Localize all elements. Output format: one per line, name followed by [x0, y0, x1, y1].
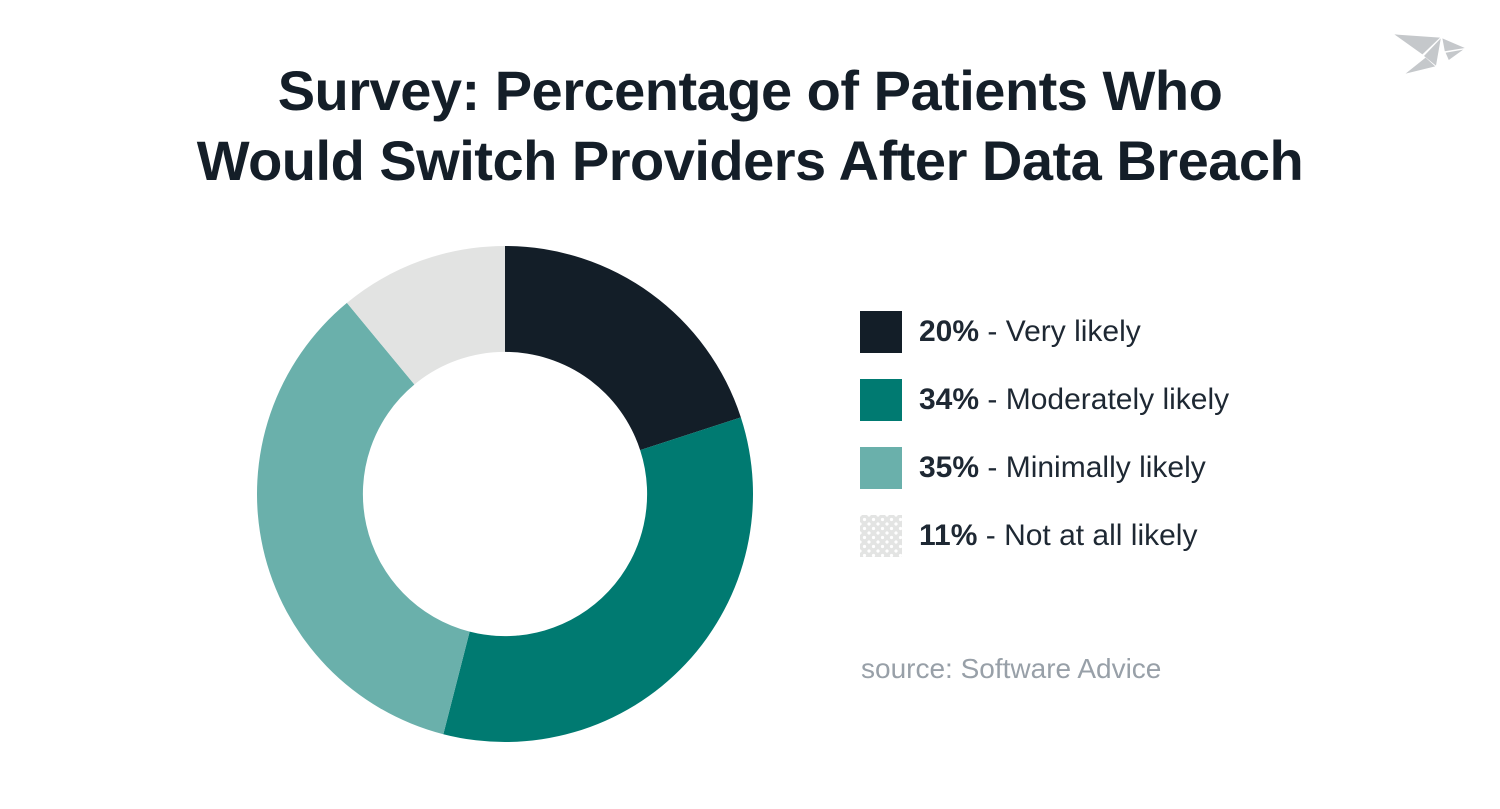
legend-separator: -	[979, 383, 1006, 416]
legend-item-moderately-likely: 34% - Moderately likely	[860, 379, 1229, 421]
legend-swatch-moderately-likely	[860, 379, 902, 421]
chart-title: Survey: Percentage of Patients Who Would…	[0, 56, 1500, 196]
origami-bird-logo	[1392, 24, 1472, 80]
legend-percent: 35%	[919, 451, 980, 484]
legend-swatch-very-likely	[860, 311, 902, 353]
legend-label: Very likely	[1005, 315, 1141, 348]
origami-bird-icon	[1394, 34, 1465, 74]
legend-item-not-at-all-likely: 11% - Not at all likely	[860, 515, 1229, 557]
legend-percent: 20%	[919, 315, 980, 348]
donut-segment-not-at-all-likely	[346, 246, 505, 385]
donut-segment-moderately-likely	[443, 417, 753, 742]
legend-label: Minimally likely	[1005, 451, 1206, 484]
donut-segment-minimally-likely	[257, 302, 470, 735]
donut-segment-very-likely	[505, 246, 741, 451]
legend-label: Not at all likely	[1004, 519, 1198, 552]
chart-legend: 20% - Very likely 34% - Moderately likel…	[860, 311, 1229, 583]
legend-separator: -	[979, 451, 1006, 484]
chart-title-line1: Survey: Percentage of Patients Who	[277, 59, 1223, 122]
donut-chart	[257, 246, 753, 742]
legend-swatch-not-at-all-likely	[860, 515, 902, 557]
legend-swatch-minimally-likely	[860, 447, 902, 489]
legend-separator: -	[979, 315, 1006, 348]
legend-item-very-likely: 20% - Very likely	[860, 311, 1229, 353]
source-attribution: source: Software Advice	[861, 653, 1162, 684]
chart-title-line2: Would Switch Providers After Data Breach	[196, 129, 1304, 192]
legend-percent: 34%	[919, 383, 980, 416]
legend-item-minimally-likely: 35% - Minimally likely	[860, 447, 1229, 489]
legend-percent: 11%	[919, 519, 978, 552]
legend-label: Moderately likely	[1005, 383, 1230, 416]
legend-separator: -	[977, 519, 1005, 552]
donut-chart-container	[257, 246, 753, 742]
